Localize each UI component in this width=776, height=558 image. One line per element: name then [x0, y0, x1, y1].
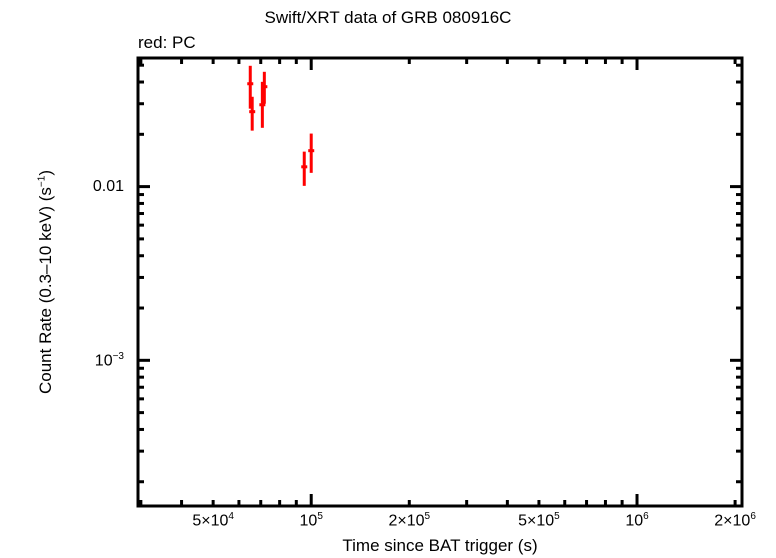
- series-legend-label: red: PC: [138, 33, 196, 52]
- x-tick-label: 5×104: [192, 511, 234, 530]
- y-axis-label: Count Rate (0.3–10 keV) (s−1): [36, 170, 56, 394]
- y-axis-label-close: ): [36, 169, 55, 176]
- data-series-pc: [247, 65, 315, 186]
- y-axis-label-exponent: −1: [36, 175, 48, 188]
- x-tick-label: 2×106: [714, 511, 756, 530]
- chart-title: Swift/XRT data of GRB 080916C: [264, 8, 512, 27]
- x-axis-label: Time since BAT trigger (s): [342, 536, 538, 555]
- plot-frame: [136, 56, 744, 508]
- x-tick-label: 2×105: [388, 511, 431, 530]
- x-tick-label: 105: [299, 511, 323, 530]
- x-tick-label: 5×105: [518, 511, 560, 530]
- x-tick-label: 106: [625, 511, 649, 530]
- y-tick-label: 0.01: [92, 177, 124, 195]
- axis-minor-ticks: [138, 58, 742, 506]
- y-tick-label: 10−3: [94, 350, 124, 369]
- axis-major-ticks: [138, 58, 742, 506]
- y-axis-label-text: Count Rate (0.3–10 keV) (s: [36, 187, 55, 395]
